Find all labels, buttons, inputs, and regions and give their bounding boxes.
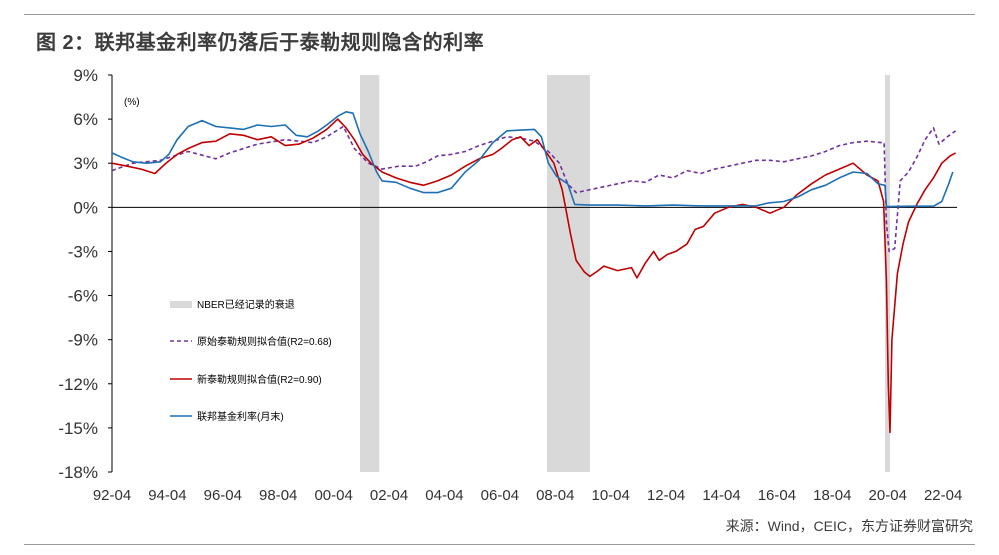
series-line-original: [111, 125, 957, 253]
x-tick-label-6: 04-04: [425, 487, 463, 504]
x-tick-label-14: 20-04: [869, 487, 907, 504]
x-tick-label-13: 18-04: [813, 487, 851, 504]
y-tick-label-9: -18%: [58, 463, 98, 482]
recession-band-0: [359, 75, 380, 472]
chart-title: 图 2：联邦基金利率仍落后于泰勒规则隐含的利率: [36, 32, 485, 54]
recession-band-1: [546, 75, 590, 472]
y-tick-label-5: -6%: [68, 287, 98, 306]
y-tick-label-1: 6%: [73, 110, 98, 129]
y-tick-label-0: 9%: [73, 66, 98, 85]
x-tick-label-2: 96-04: [204, 487, 242, 504]
x-tick-label-9: 10-04: [592, 487, 630, 504]
y-tick-label-6: -9%: [68, 331, 98, 350]
y-tick-label-8: -15%: [58, 419, 98, 438]
legend-label-original: 原始泰勒规则拟合值(R2=0.68): [197, 335, 332, 348]
x-tick-label-3: 98-04: [259, 487, 297, 504]
recession-band-2: [884, 75, 890, 472]
legend-label-recession: NBER已经记录的衰退: [197, 298, 295, 311]
legend-label-ffr: 联邦基金利率(月末): [197, 410, 284, 423]
x-tick-label-10: 12-04: [647, 487, 685, 504]
y-tick-label-2: 3%: [73, 154, 98, 173]
x-tick-label-12: 16-04: [758, 487, 796, 504]
y-tick-label-4: -3%: [68, 242, 98, 261]
y-unit-label: (%): [124, 97, 140, 108]
x-tick-label-1: 94-04: [148, 487, 186, 504]
legend-label-new: 新泰勒规则拟合值(R2=0.90): [197, 373, 322, 386]
y-tick-label-7: -12%: [58, 375, 98, 394]
y-tick-label-3: 0%: [73, 198, 98, 217]
x-tick-label-11: 14-04: [702, 487, 740, 504]
source-note: 来源：Wind，CEIC，东方证券财富研究: [725, 518, 973, 534]
series-line-new: [111, 118, 956, 434]
top-rule: [24, 14, 975, 15]
series-line-ffr: [111, 111, 954, 208]
x-tick-label-4: 00-04: [314, 487, 352, 504]
legend-swatch-recession: [170, 301, 192, 308]
x-tick-label-0: 92-04: [93, 487, 131, 504]
bottom-rule: [24, 544, 975, 545]
x-tick-label-8: 08-04: [536, 487, 574, 504]
x-tick-label-7: 06-04: [481, 487, 519, 504]
x-tick-label-15: 22-04: [924, 487, 962, 504]
x-tick-label-5: 02-04: [370, 487, 408, 504]
